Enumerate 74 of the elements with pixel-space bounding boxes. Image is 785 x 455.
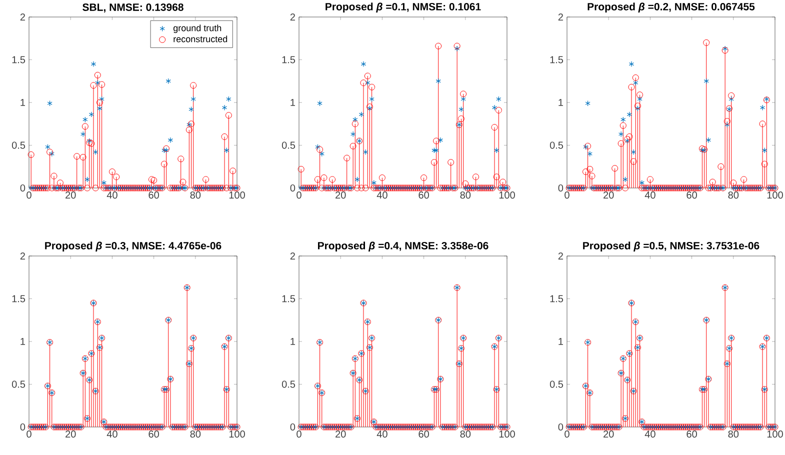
y-tick-label: 1 (290, 338, 295, 345)
y-tick-label: 0 (290, 184, 296, 192)
x-tick-label: 0 (26, 430, 32, 438)
y-tick-label: 0 (20, 423, 26, 431)
legend-label: ground truth (173, 24, 222, 34)
chart-title: SBL, NMSE: 0.13968 (82, 4, 184, 12)
chart-title: Proposed β =0.2, NMSE: 0.067455 (588, 2, 755, 12)
y-tick-label: 0.5 (550, 142, 564, 149)
y-tick-label: 2 (290, 252, 295, 260)
x-tick-label: 100 (229, 430, 245, 438)
x-tick-label: 60 (686, 430, 697, 438)
y-tick-label: 1.5 (12, 56, 26, 64)
y-tick-label: 1 (558, 338, 563, 345)
x-tick-label: 0 (564, 430, 570, 438)
x-tick-label: 20 (66, 430, 76, 438)
x-tick-label: 80 (460, 430, 471, 438)
x-tick-label: 0 (26, 192, 32, 199)
x-tick-label: 60 (148, 192, 159, 199)
x-tick-label: 80 (728, 192, 739, 199)
y-tick-label: 2 (20, 14, 25, 20)
y-tick-label: 2 (290, 14, 295, 20)
chart-title: Proposed β =0.1, NMSE: 0.1061 (326, 2, 481, 12)
y-tick-label: 1 (290, 99, 295, 106)
chart-title: Proposed β =0.3, NMSE: 4.4765e-06 (45, 242, 222, 252)
x-tick-label: 80 (190, 430, 201, 438)
x-tick-label: 0 (296, 430, 302, 438)
x-tick-label: 40 (644, 430, 656, 438)
x-tick-label: 80 (728, 430, 739, 438)
y-tick-label: 0 (558, 184, 564, 192)
x-tick-label: 80 (190, 192, 201, 199)
x-tick-label: 0 (564, 192, 570, 199)
x-tick-label: 100 (499, 192, 515, 199)
x-tick-label: 60 (148, 430, 159, 438)
y-tick-label: 1 (20, 338, 25, 345)
y-tick-label: 1.5 (550, 295, 564, 302)
x-tick-label: 40 (644, 192, 656, 199)
x-tick-label: 20 (604, 192, 614, 199)
y-tick-label: 1.5 (282, 295, 296, 302)
y-tick-label: 1.5 (550, 56, 564, 64)
x-tick-label: 20 (336, 430, 346, 438)
y-tick-label: 1 (20, 99, 25, 106)
x-tick-label: 60 (418, 430, 429, 438)
y-tick-label: 0 (20, 184, 26, 192)
y-tick-label: 1 (558, 99, 563, 106)
x-tick-label: 0 (296, 192, 302, 199)
y-tick-label: 0.5 (282, 142, 296, 149)
x-tick-label: 20 (66, 192, 76, 199)
y-tick-label: 0.5 (12, 142, 26, 149)
chart-title: Proposed β =0.5, NMSE: 3.7531e-06 (583, 242, 760, 252)
x-tick-label: 40 (106, 192, 118, 199)
y-tick-label: 0.5 (282, 380, 296, 388)
y-tick-label: 1.5 (282, 56, 296, 64)
x-tick-label: 100 (229, 192, 245, 199)
y-tick-label: 1.5 (12, 295, 26, 302)
y-tick-label: 2 (558, 14, 563, 20)
x-tick-label: 100 (499, 430, 515, 438)
x-tick-label: 100 (767, 192, 783, 199)
x-tick-label: 60 (418, 192, 429, 199)
x-tick-label: 60 (686, 192, 697, 199)
x-tick-label: 20 (604, 430, 614, 438)
chart-title: Proposed β =0.4, NMSE: 3.358e-06 (318, 242, 488, 252)
legend-label: reconstructed (174, 36, 228, 42)
x-tick-label: 40 (376, 430, 388, 438)
y-tick-label: 0 (558, 423, 564, 431)
x-tick-label: 20 (336, 192, 346, 199)
y-tick-label: 2 (20, 252, 25, 260)
x-tick-label: 80 (460, 192, 471, 199)
x-tick-label: 40 (376, 192, 388, 199)
x-tick-label: 40 (106, 430, 118, 438)
x-tick-label: 100 (767, 430, 783, 438)
y-tick-label: 0.5 (12, 380, 26, 388)
y-tick-label: 0.5 (550, 380, 564, 388)
y-tick-label: 0 (290, 423, 296, 431)
y-tick-label: 2 (558, 252, 563, 260)
